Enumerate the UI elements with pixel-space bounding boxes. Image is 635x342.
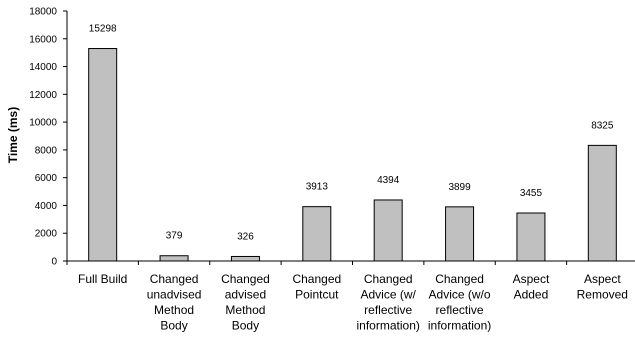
y-tick-label: 0 [51,257,57,268]
y-tick-label: 18000 [29,7,57,18]
category-label: Changed Advice (w/reflective information) [357,272,420,333]
category-label: Aspect Removed [577,272,628,302]
bar [445,206,475,262]
data-label: 3455 [520,188,543,199]
data-label: 379 [166,231,183,242]
bar [516,212,546,262]
bars [88,48,617,262]
category-label: Changed Advice (w/o reflective information) [428,272,491,333]
y-tick-label: 14000 [29,62,57,73]
y-tick-label: 6000 [35,173,58,184]
data-label: 15298 [89,24,117,35]
category-label: Changed Pointcut [292,272,341,302]
data-label: 4394 [377,175,400,186]
y-tick-label: 2000 [35,229,58,240]
bar [159,255,189,262]
y-tick-label: 8000 [35,145,58,156]
bar [230,255,260,262]
category-label: Full Build [78,272,127,286]
data-label: 8325 [591,120,614,131]
data-labels: 15298 379 326 3913 4394 3899 3455 8325 [89,24,614,243]
y-axis-label: Time (ms) [6,107,20,163]
category-label: Aspect Added [513,272,550,302]
y-tick-label: 4000 [35,201,58,212]
bar [373,199,403,262]
bar [88,48,118,262]
y-tick-label: 12000 [29,90,57,101]
y-tick-labels: 0 2000 4000 6000 8000 10000 12000 14000 16000 180… [29,7,57,268]
data-label: 3899 [448,182,471,193]
axes [63,10,635,265]
category-label: Changed advised Method Body [221,272,270,333]
data-label: 326 [237,231,254,242]
bar [302,206,332,262]
y-tick-label: 10000 [29,118,57,129]
category-labels: Full Build Changed unadvised Method Body Chan… [78,272,628,333]
y-tick-label: 16000 [29,34,57,45]
data-label: 3913 [306,182,329,193]
category-label: Changed unadvised Method Body [147,272,202,333]
bar [587,144,617,262]
